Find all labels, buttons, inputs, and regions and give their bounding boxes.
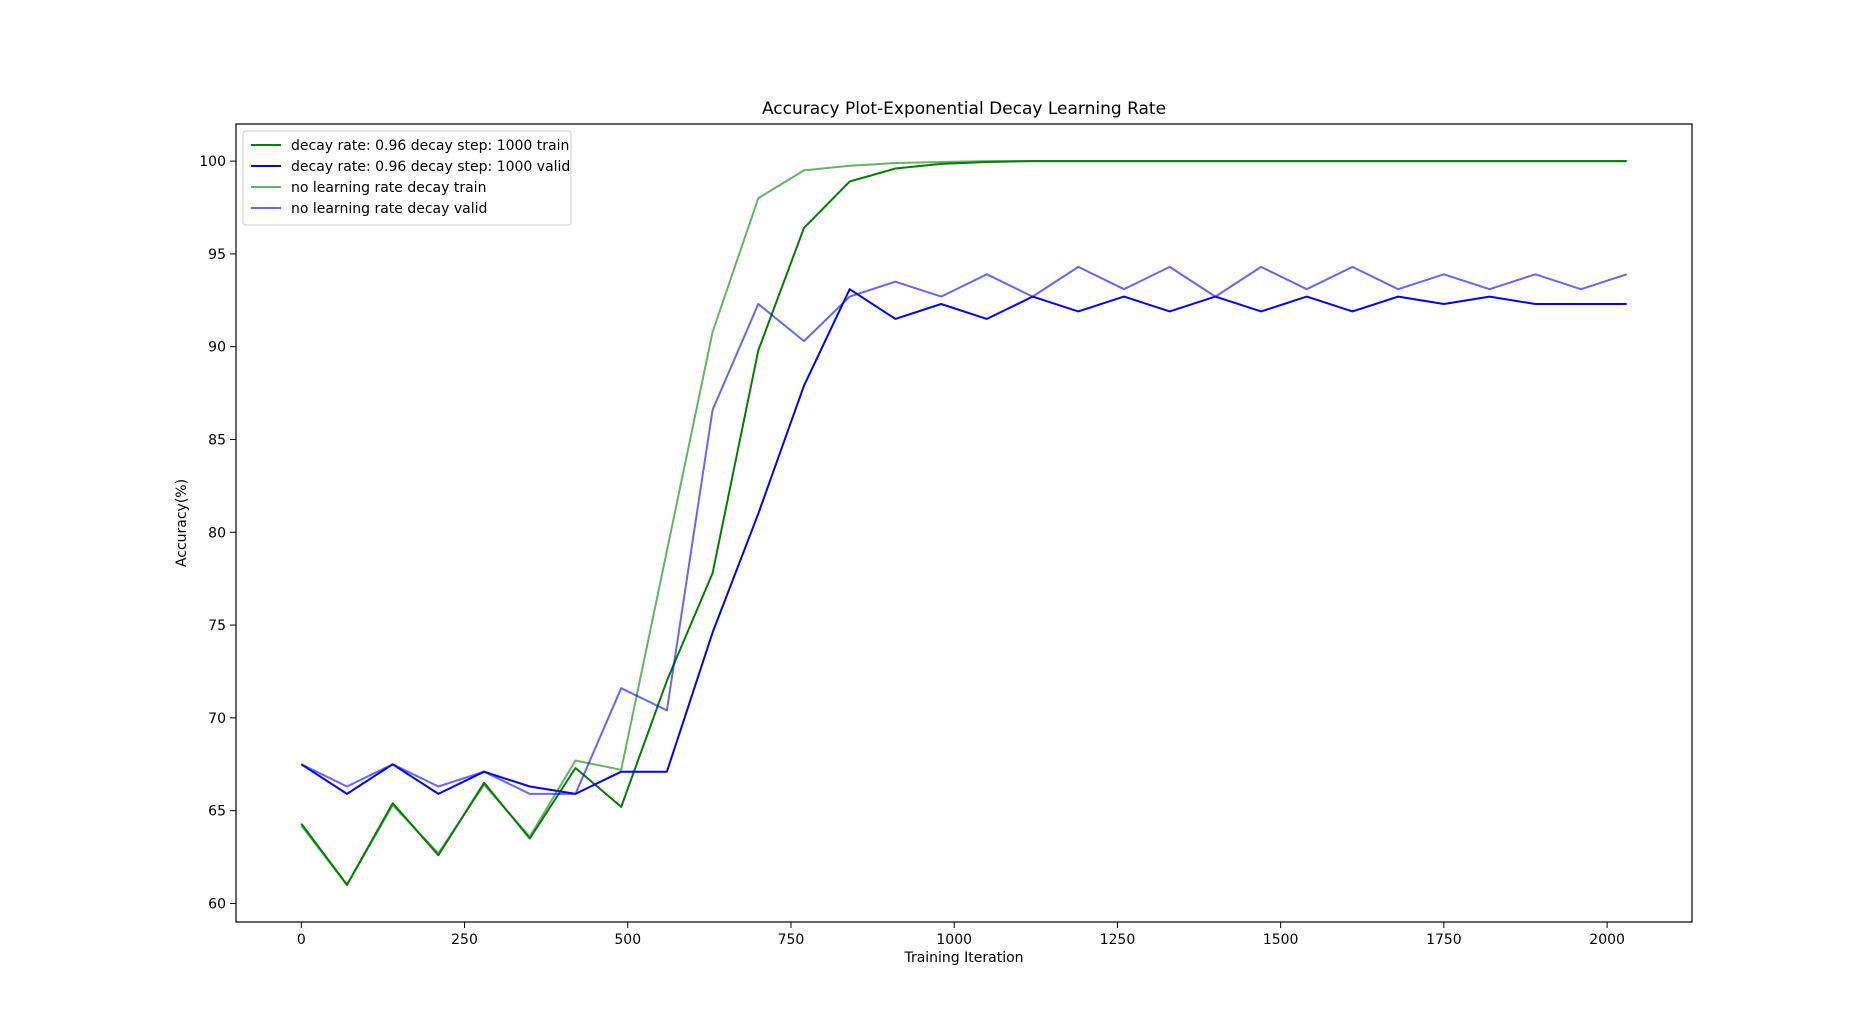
legend-label: decay rate: 0.96 decay step: 1000 train [291,138,569,154]
x-tick-label: 1500 [1263,932,1299,948]
y-tick-label: 90 [208,340,226,356]
plot-frame [235,123,1693,923]
y-tick-label: 70 [208,711,226,727]
legend-label: decay rate: 0.96 decay step: 1000 valid [291,159,570,175]
legend: decay rate: 0.96 decay step: 1000 train d… [242,130,572,226]
y-tick-label: 60 [208,896,226,912]
x-tick-label: 250 [451,932,478,948]
plot-area [300,160,1628,886]
legend-label: no learning rate decay train [291,180,486,196]
x-tick-label: 1000 [936,932,972,948]
series-line-2 [300,288,1627,795]
x-tick-label: 750 [778,932,805,948]
y-axis: 60 65 70 75 80 85 90 95 100 [199,154,236,912]
y-tick-label: 65 [208,804,226,820]
series-line-3 [300,160,1627,886]
chart-title: Accuracy Plot-Exponential Decay Learning… [762,99,1166,119]
y-tick-label: 75 [208,618,226,634]
x-tick-label: 2000 [1589,932,1625,948]
legend-label: no learning rate decay valid [291,201,487,217]
x-tick-label: 1250 [1100,932,1136,948]
x-tick-label: 500 [614,932,641,948]
y-tick-label: 100 [199,154,226,170]
series-line-4 [300,265,1628,795]
y-tick-label: 95 [208,247,226,263]
x-axis-label: Training Iteration [903,950,1023,966]
x-tick-label: 1750 [1426,932,1462,948]
x-tick-label: 0 [297,932,306,948]
y-axis-label: Accuracy(%) [174,479,190,567]
y-tick-label: 80 [208,525,226,541]
x-axis: 0 250 500 750 1000 1250 1500 1750 2000 [297,922,1625,948]
y-tick-label: 85 [208,432,226,448]
legend-box [242,130,572,226]
